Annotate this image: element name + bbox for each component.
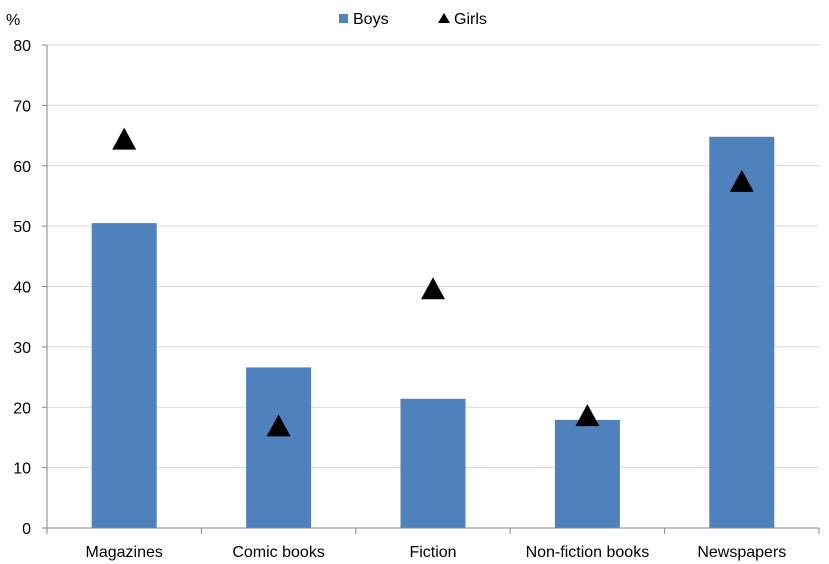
girls-markers [112, 127, 754, 437]
marker-girls [112, 127, 137, 150]
x-tick-label: Magazines [86, 544, 163, 561]
bar-boys [400, 398, 466, 528]
legend: Boys Girls [339, 11, 487, 28]
bar-boys [554, 419, 620, 528]
legend-swatch-girls [438, 13, 450, 23]
y-tick-label: 70 [13, 98, 31, 115]
y-tick-label: 60 [13, 159, 31, 176]
marker-girls [575, 404, 600, 427]
y-tick-label: 40 [13, 280, 31, 297]
legend-label-girls: Girls [454, 11, 487, 28]
x-tick-label: Newspapers [697, 544, 786, 561]
y-tick-label: 0 [22, 521, 31, 538]
boys-bars [91, 136, 775, 528]
y-tick-label: 80 [13, 38, 31, 55]
marker-girls [266, 414, 291, 437]
y-tick-label: 50 [13, 219, 31, 236]
bar-boys [246, 367, 312, 528]
y-axis-tick-labels: 0 10 20 30 40 50 60 70 80 [13, 38, 31, 538]
bar-boys [91, 223, 157, 528]
x-axis-tick-labels: Magazines Comic books Fiction Non-fiction b… [86, 544, 787, 561]
gridlines [47, 44, 819, 469]
legend-label-boys: Boys [353, 11, 389, 28]
x-tick-label: Fiction [409, 544, 456, 561]
marker-girls [729, 169, 754, 192]
bar-boys [709, 136, 775, 528]
legend-swatch-boys [339, 14, 348, 23]
marker-girls [421, 277, 445, 300]
y-tick-label: 30 [13, 340, 31, 357]
y-unit-label: % [6, 12, 20, 29]
y-tick-label: 10 [13, 461, 31, 478]
x-tick-label: Non-fiction books [526, 544, 650, 561]
y-tick-label: 20 [13, 400, 31, 417]
axes [42, 44, 820, 534]
x-tick-label: Comic books [232, 544, 324, 561]
